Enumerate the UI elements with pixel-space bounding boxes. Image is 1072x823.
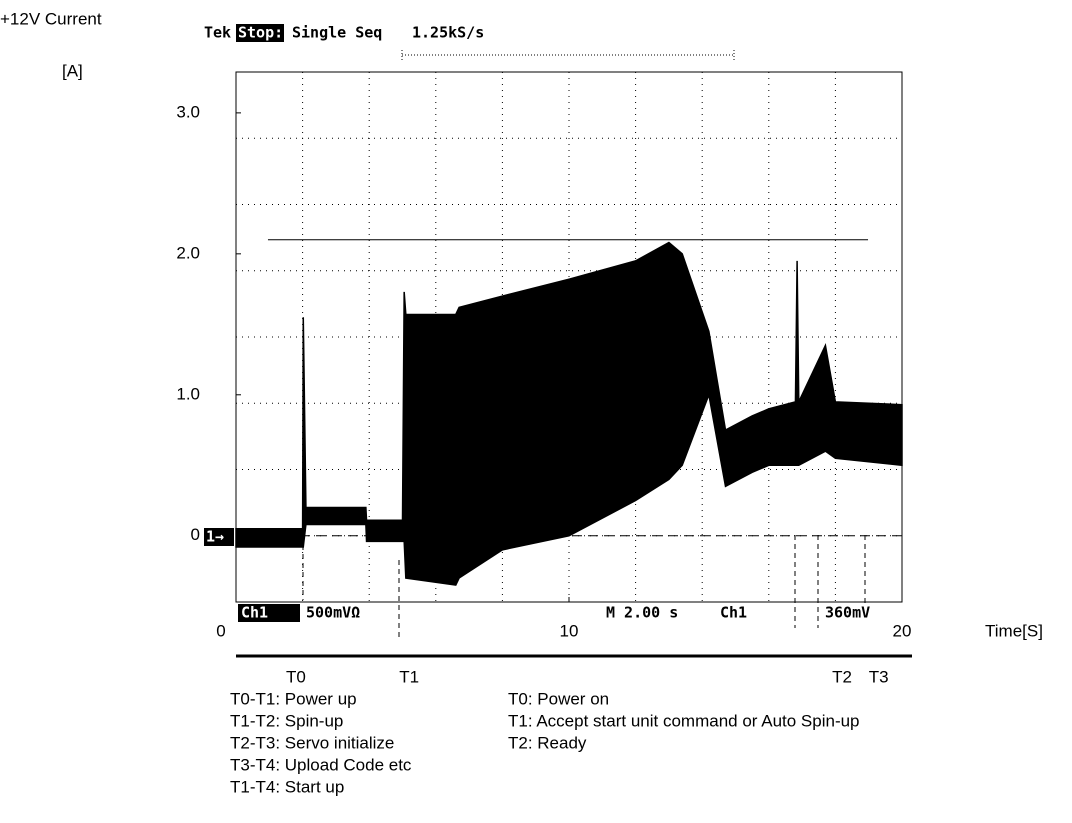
notes: T0-T1: Power up T1-T2: Spin-up T2-T3: Serv… bbox=[230, 689, 860, 796]
ch-marker: 1→ bbox=[206, 528, 224, 546]
y-tick-label: 2.0 bbox=[176, 243, 200, 262]
record-bar bbox=[402, 50, 734, 60]
note: T0: Power on bbox=[508, 689, 609, 708]
x-tick-label: 10 bbox=[560, 621, 579, 640]
note: T1-T2: Spin-up bbox=[230, 711, 343, 730]
scope-scale: 500mVΩ bbox=[306, 604, 360, 622]
note: T1: Accept start unit command or Auto Sp… bbox=[508, 711, 860, 730]
note: T3-T4: Upload Code etc bbox=[230, 755, 412, 774]
y-tick-label: 3.0 bbox=[176, 102, 200, 121]
event-lines bbox=[303, 535, 865, 640]
scope-trig-level: 360mV bbox=[825, 604, 870, 622]
note: T1-T4: Start up bbox=[230, 777, 344, 796]
y-tick-label: 1.0 bbox=[176, 384, 200, 403]
chart: +12V Current [A] Time[S] Tek Stop: Singl… bbox=[0, 0, 1072, 818]
x-label: Time[S] bbox=[985, 621, 1043, 640]
y-unit: [A] bbox=[62, 61, 83, 80]
marker-label: T3 bbox=[869, 667, 889, 686]
scope-trig-channel: Ch1 bbox=[720, 604, 747, 622]
x-tick-label: 20 bbox=[893, 621, 912, 640]
y-tick-label: 0 bbox=[191, 525, 200, 544]
scope-mode: Single Seq bbox=[292, 24, 382, 42]
scope-state: Stop: bbox=[238, 24, 283, 42]
scope-brand: Tek bbox=[204, 24, 231, 42]
marker-label: T2 bbox=[832, 667, 852, 686]
scope-timebase: M 2.00 s bbox=[606, 604, 678, 622]
marker-label: T1 bbox=[399, 667, 419, 686]
scope-channel: Ch1 bbox=[241, 604, 268, 622]
marker-label: T0 bbox=[286, 667, 306, 686]
note: T2: Ready bbox=[508, 733, 587, 752]
current-trace bbox=[236, 243, 902, 586]
y-label: +12V Current bbox=[0, 9, 102, 28]
note: T2-T3: Servo initialize bbox=[230, 733, 394, 752]
note: T0-T1: Power up bbox=[230, 689, 357, 708]
x-tick-label: 0 bbox=[216, 621, 225, 640]
scope-rate: 1.25kS/s bbox=[412, 24, 484, 42]
